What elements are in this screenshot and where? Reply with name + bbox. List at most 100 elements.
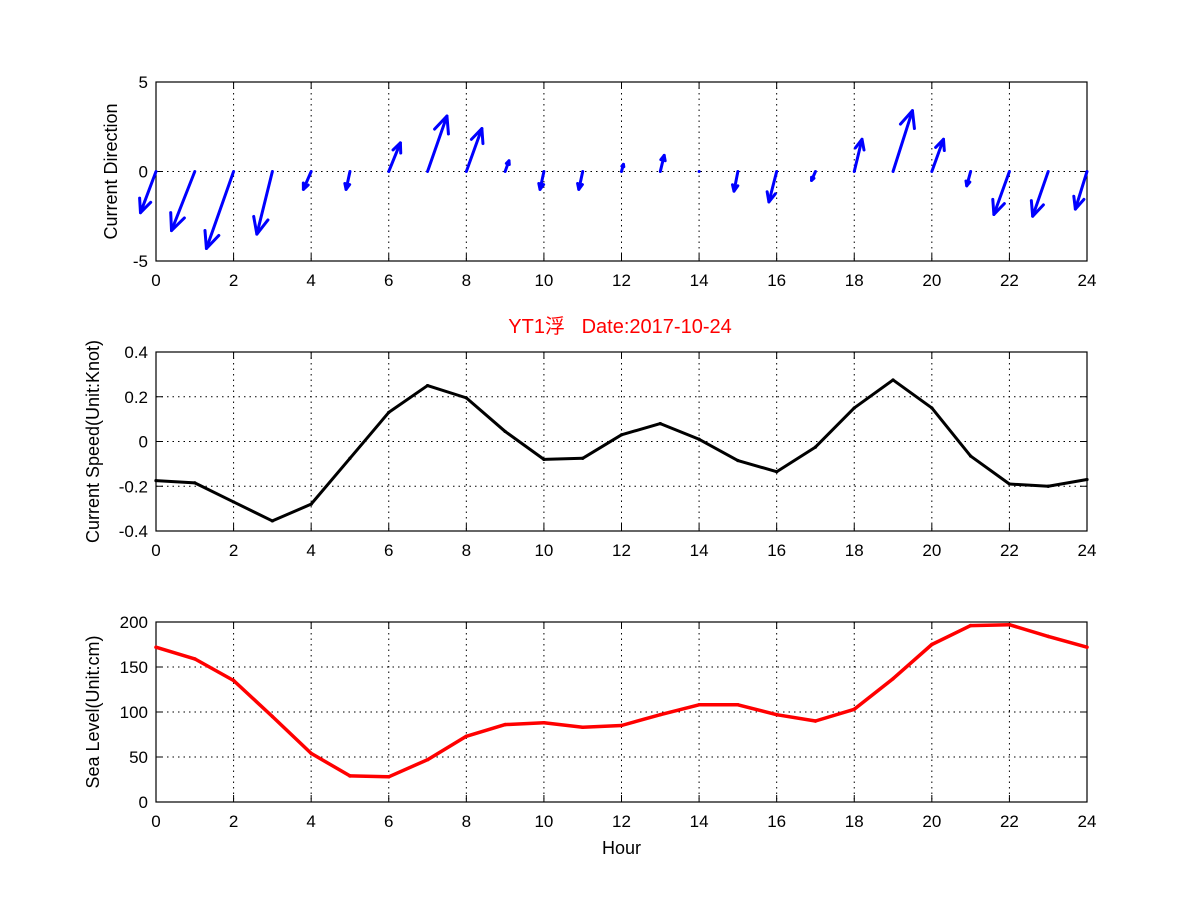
line-segment (620, 422, 662, 437)
line-segment (891, 378, 934, 410)
data-point (309, 502, 313, 506)
arrow-head (991, 197, 1006, 216)
series-2 (154, 378, 1089, 523)
data-point (503, 429, 507, 434)
x-tick-label: 22 (1000, 812, 1019, 831)
line-segment (426, 384, 468, 400)
line-segment (813, 406, 856, 449)
x-tick-label: 2 (229, 271, 238, 290)
x-tick-label: 16 (767, 541, 786, 560)
arrow-head (203, 229, 221, 250)
direction-arrow (387, 141, 403, 173)
x-tick-label: 0 (151, 271, 160, 290)
line-segment (387, 757, 430, 779)
x-tick-label: 14 (690, 812, 709, 831)
direction-arrow (658, 153, 667, 173)
x-axis-label: Hour (602, 838, 641, 858)
arrow-shaft (387, 141, 402, 173)
arrow-head (433, 114, 450, 136)
arrow-shaft (464, 127, 484, 173)
arrow-head (934, 137, 946, 153)
line-segment (348, 410, 391, 460)
direction-arrow (620, 162, 626, 173)
line-segment (775, 445, 817, 474)
x-tick-label: 12 (612, 541, 631, 560)
line-segment (503, 429, 546, 461)
arrow-shaft (1073, 170, 1089, 211)
arrow-head (620, 162, 626, 169)
x-tick-label: 22 (1000, 541, 1019, 560)
data-point (736, 458, 740, 463)
line-segment (542, 456, 585, 461)
line-segment (270, 714, 313, 756)
data-point (270, 714, 274, 719)
x-tick-label: 8 (462, 541, 471, 560)
data-point (619, 723, 624, 728)
arrow-head (1072, 194, 1086, 211)
arrow-head (853, 137, 866, 152)
line-segment (969, 454, 1011, 486)
arrow-head (765, 190, 777, 204)
arrow-head (537, 181, 546, 191)
x-tick-label: 12 (612, 812, 631, 831)
x-tick-label: 12 (612, 271, 631, 290)
x-tick-label: 8 (462, 271, 471, 290)
arrow-head (576, 181, 584, 191)
data-point (1046, 484, 1050, 488)
arrow-shaft (255, 170, 274, 236)
line-segment (387, 384, 430, 414)
x-tick-label: 4 (306, 812, 315, 831)
direction-arrow (810, 170, 817, 182)
data-point (969, 454, 973, 458)
data-point (154, 479, 158, 483)
direction-arrow (301, 170, 313, 191)
direction-arrow (426, 114, 450, 173)
direction-arrow (169, 170, 197, 233)
data-point (813, 719, 818, 723)
data-point (464, 396, 468, 400)
x-tick-label: 2 (229, 812, 238, 831)
x-tick-label: 2 (229, 541, 238, 560)
line-segment (581, 433, 623, 460)
line-segment (813, 707, 856, 723)
data-point (231, 500, 236, 504)
direction-arrow (930, 137, 946, 173)
data-point (387, 775, 391, 779)
direction-arrow (852, 137, 866, 173)
panel-2: 0 2 4 6 8 10 12 14 16 18 20 22 24-0.4-0.200.20.4Curr… (83, 340, 1096, 560)
direction-arrow (503, 159, 511, 173)
line-segment (503, 721, 546, 727)
line-segment (891, 642, 934, 681)
x-tick-label: 8 (462, 812, 471, 831)
direction-arrow (891, 109, 916, 173)
y-tick-label: 150 (120, 658, 148, 677)
data-point (775, 470, 779, 474)
data-point (697, 703, 701, 707)
x-tick-label: 20 (922, 271, 941, 290)
data-point (736, 703, 740, 707)
line-segment (464, 396, 507, 433)
line-segment (425, 734, 469, 762)
x-tick-label: 6 (384, 812, 393, 831)
data-point (581, 725, 585, 729)
arrow-head (504, 159, 511, 167)
direction-arrow (991, 170, 1011, 216)
line-segment (309, 751, 352, 778)
direction-arrow (765, 170, 779, 204)
line-segment (1007, 482, 1050, 488)
line-segment (930, 406, 973, 458)
line-segment (736, 703, 779, 717)
data-point (852, 406, 856, 410)
x-tick-label: 16 (767, 271, 786, 290)
x-tick-label: 24 (1078, 271, 1097, 290)
data-point (1085, 645, 1089, 649)
arrow-shaft (426, 114, 449, 173)
x-tick-label: 18 (845, 271, 864, 290)
data-point (425, 383, 430, 388)
arrow-head (659, 153, 667, 163)
data-point (387, 410, 391, 415)
data-point (930, 642, 934, 647)
data-point (464, 734, 468, 738)
